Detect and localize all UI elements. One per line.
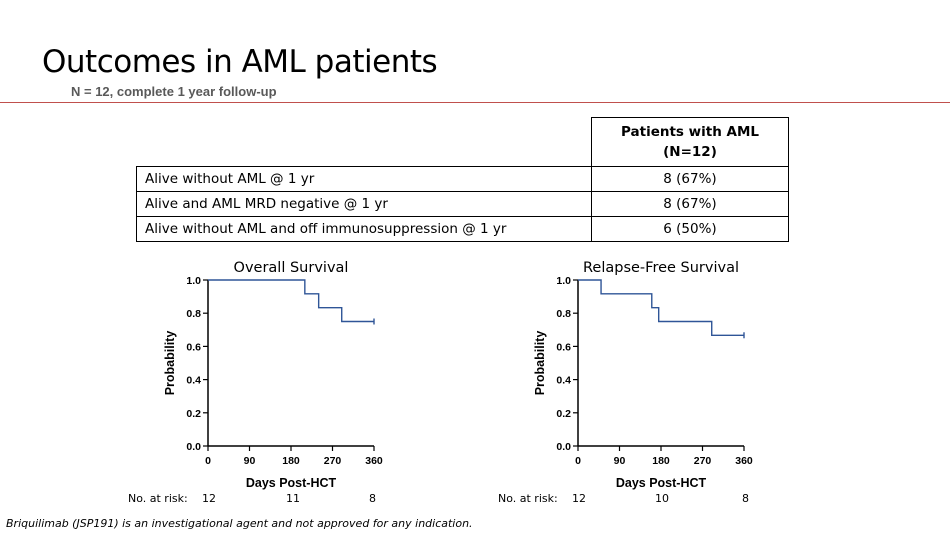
y-axis-label: Probability xyxy=(163,331,177,396)
table-row: Alive without AML @ 1 yr 8 (67%) xyxy=(136,166,789,192)
x-tick-label: 270 xyxy=(694,455,712,467)
slide-title: Outcomes in AML patients xyxy=(42,44,438,80)
table-header-empty-cell xyxy=(136,117,592,167)
survival-curve xyxy=(578,279,744,336)
table-row: Alive without AML and off immunosuppress… xyxy=(136,216,789,242)
x-tick-label: 0 xyxy=(575,455,581,467)
chart-title: Relapse-Free Survival xyxy=(583,260,739,276)
table-row-label: Alive and AML MRD negative @ 1 yr xyxy=(136,191,592,217)
x-tick-label: 90 xyxy=(244,455,256,467)
y-tick-label: 0.6 xyxy=(186,341,201,353)
y-tick-label: 1.0 xyxy=(186,275,201,287)
outcomes-table: Patients with AML (N=12) Alive without A… xyxy=(136,117,789,242)
overall-survival-chart: Overall Survival 0.0 0.2 0.4 0.6 0.8 1.0 0 90 180… xyxy=(163,260,383,490)
y-tick-label: 0.2 xyxy=(556,408,571,420)
risk-label: No. at risk: xyxy=(498,492,558,505)
x-tick-label: 270 xyxy=(324,455,342,467)
risk-value: 8 xyxy=(369,492,376,505)
risk-value: 8 xyxy=(742,492,749,505)
table-row-label: Alive without AML @ 1 yr xyxy=(136,166,592,192)
survival-curve xyxy=(208,279,374,323)
table-row-value: 6 (50%) xyxy=(591,216,789,242)
y-tick-label: 0.6 xyxy=(556,341,571,353)
table-column-header: Patients with AML (N=12) xyxy=(591,117,789,167)
y-tick-label: 0.0 xyxy=(186,441,201,453)
risk-value: 10 xyxy=(655,492,669,505)
relapse-free-survival-chart: Relapse-Free Survival 0.0 0.2 0.4 0.6 0.8 1.0 0… xyxy=(533,260,753,490)
risk-value: 12 xyxy=(572,492,586,505)
table-row: Alive and AML MRD negative @ 1 yr 8 (67%… xyxy=(136,191,789,217)
x-tick-label: 90 xyxy=(614,455,626,467)
table-row-label: Alive without AML and off immunosuppress… xyxy=(136,216,592,242)
slide-subtitle: N = 12, complete 1 year follow-up xyxy=(71,84,277,99)
table-header-row: Patients with AML (N=12) xyxy=(136,117,789,167)
title-divider xyxy=(0,102,950,103)
table-header-line-1: Patients with AML xyxy=(620,124,760,140)
chart-title: Overall Survival xyxy=(234,260,349,276)
x-tick-label: 360 xyxy=(735,455,753,467)
table-row-value: 8 (67%) xyxy=(591,166,789,192)
table-row-value: 8 (67%) xyxy=(591,191,789,217)
x-axis-label: Days Post-HCT xyxy=(246,476,337,490)
x-tick-label: 180 xyxy=(282,455,300,467)
risk-label: No. at risk: xyxy=(128,492,188,505)
x-axis-label: Days Post-HCT xyxy=(616,476,707,490)
y-tick-label: 0.8 xyxy=(556,308,571,320)
risk-value: 11 xyxy=(286,492,300,505)
x-tick-label: 360 xyxy=(365,455,383,467)
risk-table-overall: No. at risk: 12 11 8 xyxy=(128,492,376,505)
y-tick-label: 0.4 xyxy=(186,375,201,387)
table-header-line-2: (N=12) xyxy=(663,144,717,160)
x-tick-label: 0 xyxy=(205,455,211,467)
y-tick-label: 0.2 xyxy=(186,408,201,420)
risk-table-relapse-free: No. at risk: 12 10 8 xyxy=(498,492,749,505)
y-tick-label: 0.0 xyxy=(556,441,571,453)
risk-value: 12 xyxy=(202,492,216,505)
disclaimer-footnote: Briquilimab (JSP191) is an investigation… xyxy=(6,517,473,530)
y-tick-label: 0.4 xyxy=(556,375,571,387)
y-axis-label: Probability xyxy=(533,331,547,396)
x-tick-label: 180 xyxy=(652,455,670,467)
y-tick-label: 1.0 xyxy=(556,275,571,287)
y-tick-label: 0.8 xyxy=(186,308,201,320)
